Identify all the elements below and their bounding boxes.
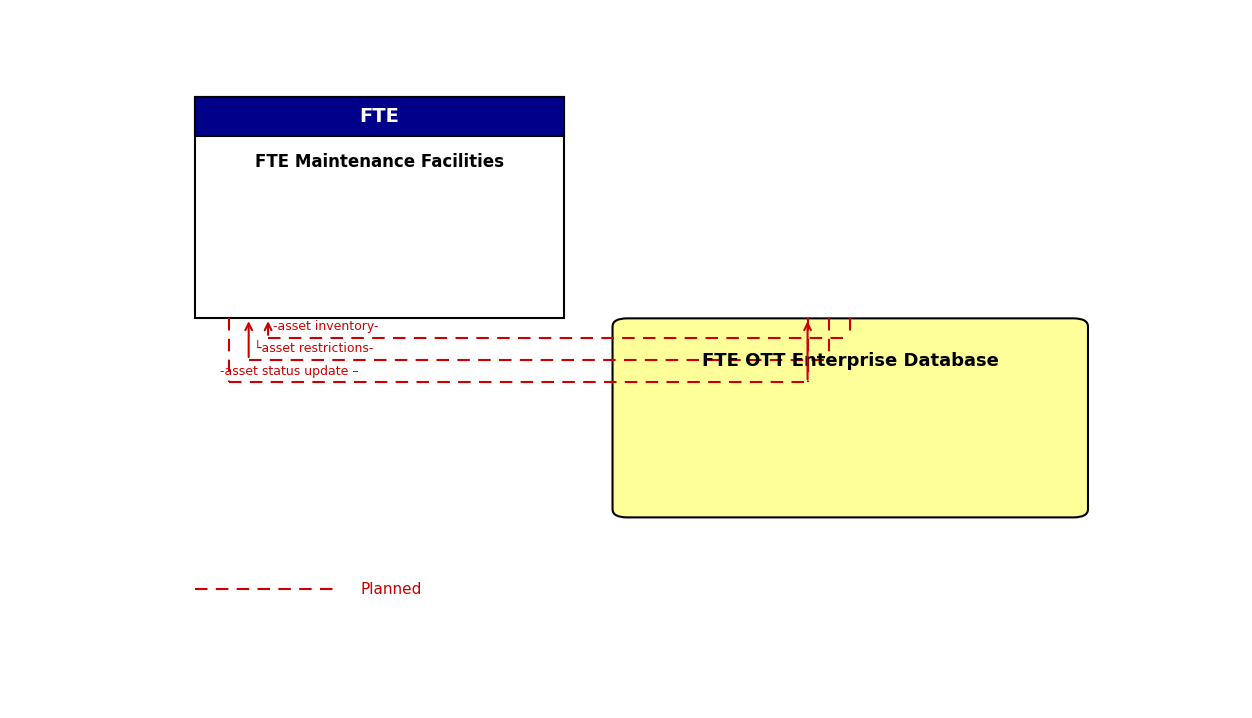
Text: FTE Maintenance Facilities: FTE Maintenance Facilities xyxy=(255,152,505,170)
Bar xyxy=(195,97,563,136)
Text: FTE: FTE xyxy=(359,107,399,126)
Text: Planned: Planned xyxy=(361,582,422,597)
Text: └asset restrictions-: └asset restrictions- xyxy=(253,342,373,355)
Text: FTE OTT Enterprise Database: FTE OTT Enterprise Database xyxy=(702,352,999,370)
Text: -asset status update –: -asset status update – xyxy=(219,365,358,378)
Bar xyxy=(195,97,563,136)
FancyBboxPatch shape xyxy=(612,318,1088,518)
Bar xyxy=(195,97,563,318)
Text: -asset inventory-: -asset inventory- xyxy=(273,320,378,333)
